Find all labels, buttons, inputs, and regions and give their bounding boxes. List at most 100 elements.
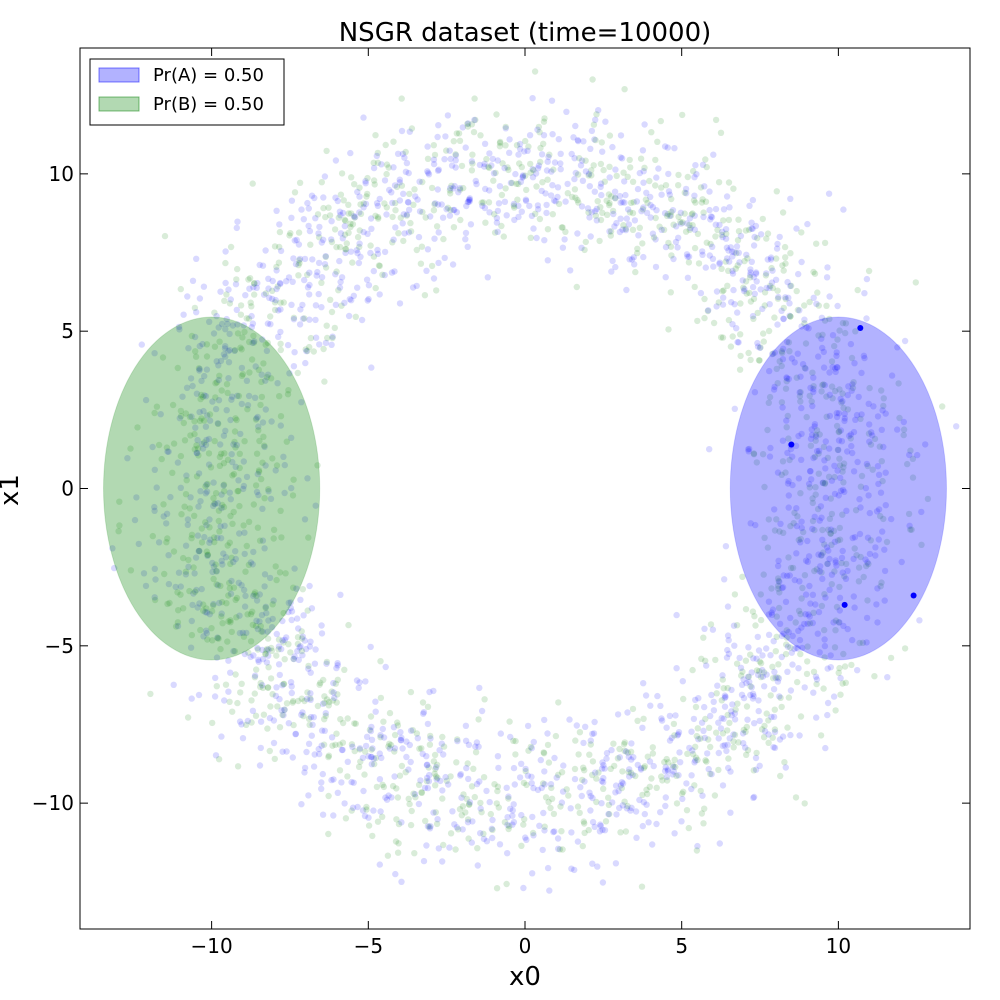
scatter-point [773,613,780,620]
scatter-point [753,278,760,285]
scatter-point [231,428,239,435]
scatter-point [822,465,829,472]
scatter-point [434,133,441,141]
scatter-point [734,309,741,316]
scatter-point [413,730,421,737]
scatter-point [918,541,925,548]
scatter-point [580,739,587,747]
scatter-point [307,669,314,676]
scatter-point [668,208,675,216]
scatter-point [248,303,255,310]
scatter-point [838,559,845,567]
scatter-point [260,433,267,440]
scatter-point [204,412,211,419]
scatter-point [661,758,668,766]
scatter-point [426,823,433,830]
scatter-point [446,147,453,154]
scatter-point [626,773,633,780]
scatter-point [850,468,858,475]
scatter-point [264,725,271,732]
scatter-point [316,750,323,758]
scatter-point [320,204,327,212]
scatter-point [745,673,752,680]
scatter-point [784,724,791,731]
scatter-point [826,445,833,452]
scatter-point [509,807,516,814]
scatter-point [825,473,833,480]
scatter-point [834,537,842,544]
scatter-point [875,536,882,543]
scatter-point [718,714,725,722]
scatter-point [472,743,479,750]
scatter-point [349,804,357,811]
scatter-point [220,432,228,439]
scatter-point [202,519,209,526]
scatter-point [226,585,233,592]
scatter-point [855,578,863,585]
scatter-point [325,702,332,709]
scatter-point [713,288,721,295]
scatter-point [821,239,829,247]
scatter-point [262,603,269,610]
scatter-point [203,629,210,637]
scatter-point [301,764,309,772]
scatter-point [151,466,158,473]
scatter-point [465,198,472,205]
scatter-point [804,558,811,565]
scatter-point [216,599,223,607]
scatter-point [629,705,637,713]
scatter-point [433,820,441,828]
scatter-point [465,741,473,748]
scatter-point [323,147,330,155]
scatter-point [793,225,800,232]
scatter-point [592,136,599,144]
scatter-point [405,169,412,177]
scatter-point [574,230,581,237]
scatter-point [355,763,363,770]
scatter-point [861,290,868,297]
scatter-point [238,400,245,408]
scatter-point [743,290,750,297]
scatter-point [723,193,731,200]
scatter-point [781,759,788,766]
scatter-point [259,682,266,689]
scatter-point [775,293,782,301]
scatter-point [368,761,375,768]
scatter-point [330,776,337,783]
scatter-point [385,164,392,171]
scatter-point [295,241,303,248]
y-tick-label: 0 [61,477,74,501]
scatter-point [849,381,856,388]
scatter-point [673,800,681,807]
scatter-point [699,248,706,255]
scatter-point [752,622,759,629]
scatter-point [408,807,415,815]
scatter-point [840,206,847,213]
scatter-point [434,167,442,174]
scatter-point [825,190,833,197]
scatter-point [348,174,355,181]
scatter-point [740,676,747,683]
scatter-point [836,583,843,591]
scatter-point [804,643,811,650]
scatter-point [230,584,238,591]
scatter-point [452,157,459,164]
scatter-point [731,716,739,723]
scatter-point [157,411,164,418]
scatter-point [555,771,562,778]
scatter-point [200,607,207,614]
scatter-point [785,492,792,499]
scatter-point [779,262,786,269]
scatter-point [833,352,840,359]
scatter-point [736,259,743,266]
scatter-point [435,122,442,129]
scatter-point [754,633,761,641]
scatter-point [677,209,684,216]
scatter-point [758,726,766,733]
scatter-point [499,160,506,167]
scatter-point [875,480,882,488]
scatter-point [204,636,211,643]
class-ellipse-b [103,316,321,661]
scatter-point [299,709,306,716]
scatter-point [216,453,224,461]
